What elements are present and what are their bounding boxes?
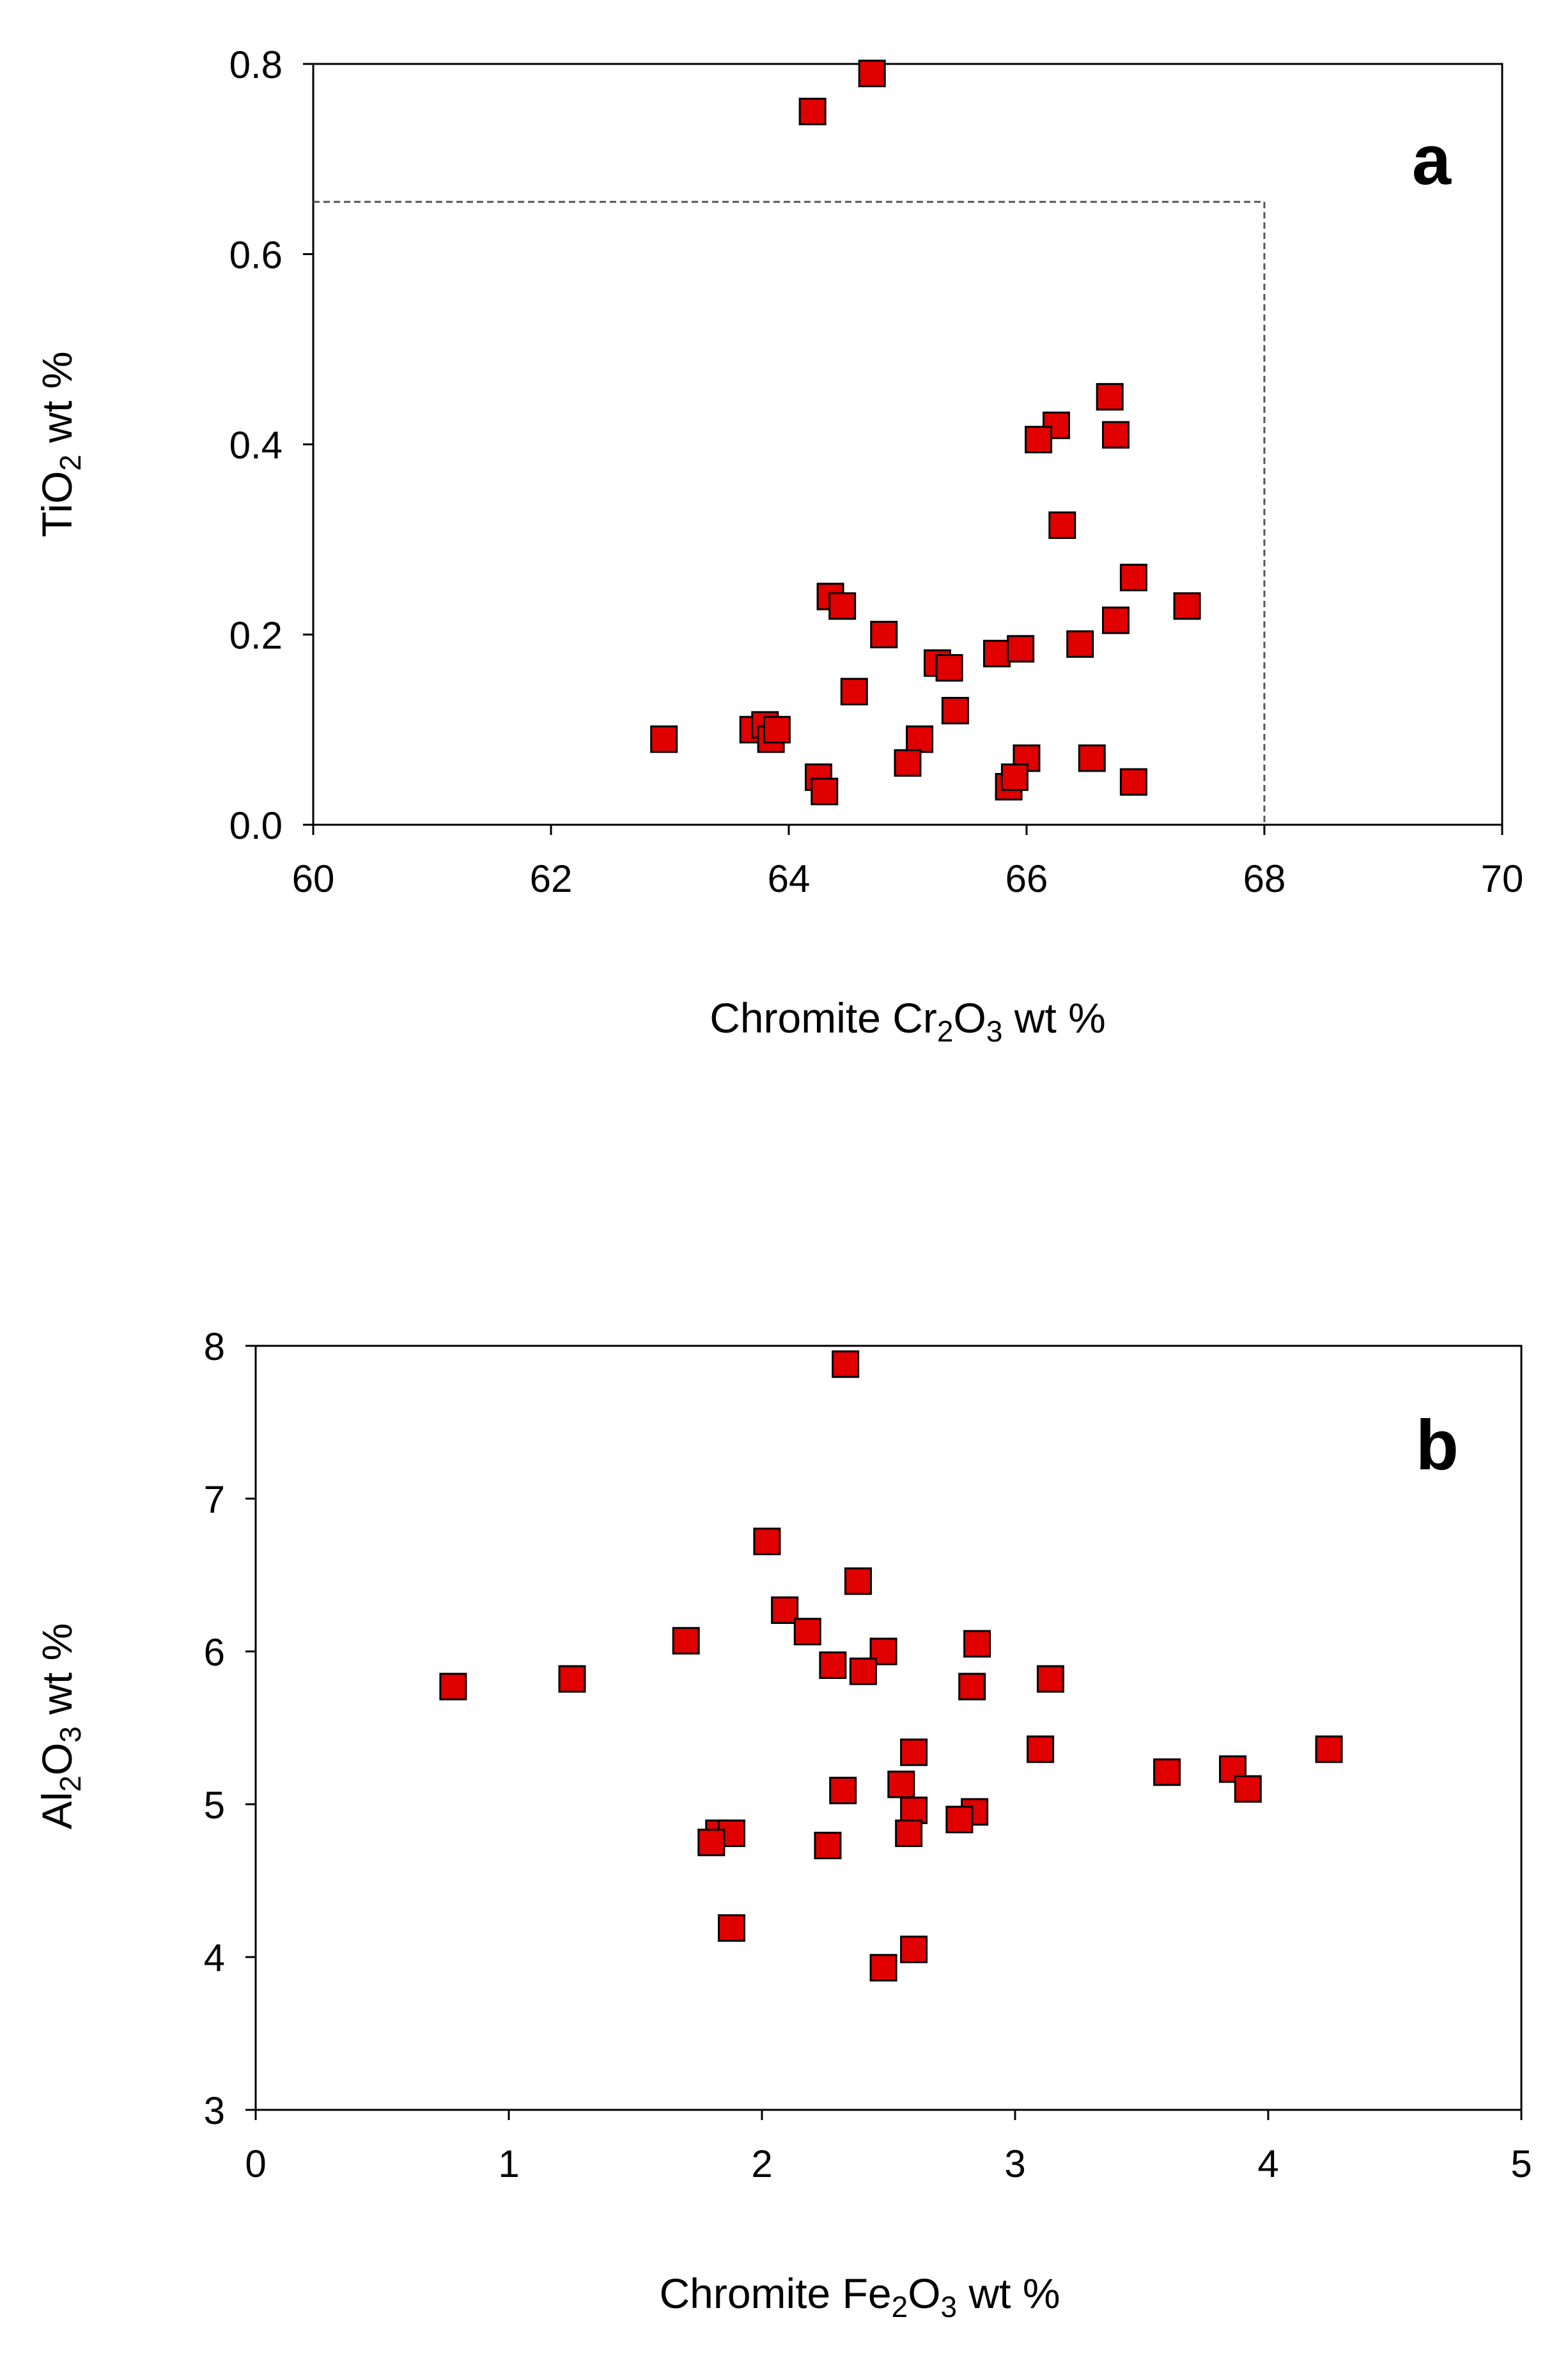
data-point (1315, 1735, 1343, 1763)
data-point (870, 621, 898, 648)
data-point (1027, 1735, 1055, 1763)
data-point (828, 592, 857, 620)
data-point (798, 97, 827, 125)
data-point (983, 639, 1011, 667)
chart-panel-b: 0 1 2 3 4 5 3 4 5 6 7 8 b Chromite Fe2O3 wt % Al2O… (33, 1325, 1532, 2323)
data-point (558, 1665, 586, 1693)
y-axis-label-a: TiO2 wt % (33, 352, 87, 538)
y-tick-label: 6 (204, 1631, 225, 1674)
data-point (1234, 1775, 1262, 1803)
data-point (840, 678, 868, 706)
data-point (1007, 635, 1035, 663)
data-point (1119, 563, 1147, 591)
data-point (811, 777, 839, 806)
data-points-a (650, 59, 1201, 806)
data-point (945, 1806, 974, 1834)
x-tick-label: 0 (245, 2142, 266, 2185)
data-point (1096, 383, 1124, 411)
panel-label-a: a (1412, 121, 1452, 199)
data-point (832, 1350, 860, 1378)
y-tick-label: 8 (204, 1325, 225, 1368)
x-tick-label: 70 (1481, 857, 1524, 900)
data-point (1000, 763, 1029, 792)
y-tick-label: 0.6 (229, 234, 283, 277)
data-point (1153, 1758, 1181, 1786)
data-point (844, 1567, 872, 1595)
x-axis-label-b: Chromite Fe2O3 wt % (660, 2270, 1060, 2323)
data-point (793, 1618, 821, 1646)
data-point (1066, 630, 1094, 658)
data-point (829, 1776, 857, 1804)
y-tick-label: 4 (204, 1937, 225, 1979)
data-point (1102, 606, 1129, 634)
data-point (958, 1673, 986, 1701)
y-tick-label: 0.2 (229, 614, 283, 657)
chart-panel-a: 60 62 64 66 68 70 0.0 0.2 0.4 0.6 0.8 a Chromite … (33, 43, 1523, 1048)
x-ticks-b: 0 1 2 3 4 5 (245, 2110, 1532, 2185)
y-ticks-a: 0.0 0.2 0.4 0.6 0.8 (229, 43, 313, 847)
x-tick-label: 1 (498, 2142, 519, 2185)
data-point (894, 749, 922, 777)
data-point (900, 1738, 928, 1767)
data-point (849, 1657, 877, 1685)
plot-frame-a (312, 63, 1503, 826)
data-points-b (439, 1350, 1343, 1982)
x-tick-label: 68 (1243, 857, 1286, 900)
data-point (869, 1954, 897, 1982)
data-point (763, 715, 791, 744)
data-point (1173, 592, 1201, 620)
data-point (697, 1829, 726, 1857)
data-point (1036, 1665, 1064, 1693)
y-tick-label: 0.8 (229, 43, 283, 86)
data-point (858, 59, 886, 88)
data-point (1119, 768, 1147, 796)
data-point (672, 1627, 700, 1655)
data-point (887, 1770, 915, 1798)
threshold-box-a (313, 201, 1266, 825)
data-point (717, 1914, 745, 1942)
data-point (906, 725, 934, 753)
data-point (814, 1832, 842, 1860)
x-tick-label: 2 (751, 2142, 772, 2185)
data-point (935, 654, 963, 682)
panel-label-b: b (1416, 1406, 1459, 1485)
y-tick-label: 0.0 (229, 804, 283, 847)
data-point (1102, 421, 1129, 449)
data-point (650, 725, 678, 753)
data-point (439, 1673, 467, 1701)
x-tick-label: 60 (292, 857, 335, 900)
data-point (895, 1819, 923, 1847)
data-point (900, 1935, 928, 1963)
y-tick-label: 5 (204, 1784, 225, 1827)
x-tick-label: 66 (1005, 857, 1048, 900)
plot-frame-b (254, 1345, 1523, 2111)
y-axis-label-b: Al2O3 wt % (33, 1623, 87, 1830)
x-tick-label: 5 (1510, 2142, 1532, 2185)
y-tick-label: 0.4 (229, 424, 283, 467)
x-ticks-a: 60 62 64 66 68 70 (292, 825, 1524, 900)
y-tick-label: 3 (204, 2089, 225, 2132)
y-tick-label: 7 (204, 1478, 225, 1521)
data-point (753, 1527, 781, 1556)
data-point (1025, 426, 1053, 454)
x-tick-label: 62 (530, 857, 573, 900)
x-tick-label: 3 (1004, 2142, 1025, 2185)
data-point (771, 1596, 799, 1624)
x-tick-label: 64 (768, 857, 811, 900)
data-point (941, 697, 969, 724)
data-point (1048, 511, 1076, 539)
x-axis-label-a: Chromite Cr2O3 wt % (710, 994, 1106, 1048)
y-ticks-b: 3 4 5 6 7 8 (204, 1325, 256, 2132)
data-point (963, 1630, 991, 1658)
data-point (1078, 744, 1106, 772)
data-point (900, 1797, 928, 1825)
x-tick-label: 4 (1257, 2142, 1278, 2185)
data-point (819, 1651, 847, 1680)
